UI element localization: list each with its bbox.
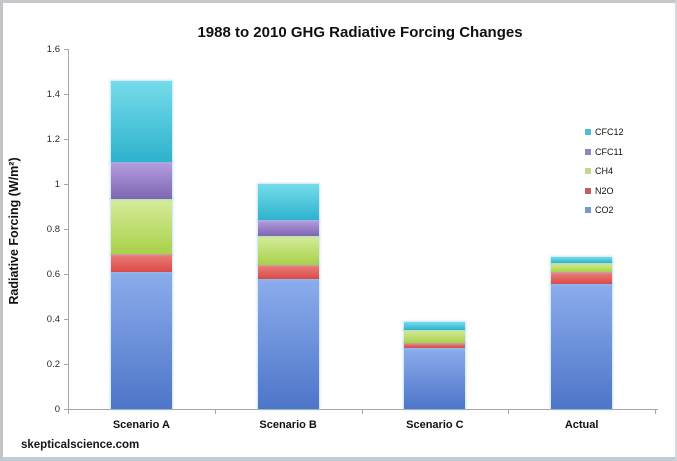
y-axis-label: Radiative Forcing (W/m²) (7, 157, 21, 305)
y-tick-label: 0.8 (46, 224, 60, 235)
bar-segment-scenario-b-cfc12 (257, 184, 319, 220)
y-tick-label: 1 (54, 179, 60, 190)
legend-label-ch4: CH4 (595, 166, 614, 177)
legend-swatch-cfc12 (585, 129, 591, 135)
bar-segment-scenario-c-co2 (404, 348, 466, 409)
y-tick-label: 0 (54, 404, 60, 415)
bar-segment-scenario-b-cfc11 (257, 220, 319, 236)
legend-swatch-ch4 (585, 168, 591, 175)
watermark-skepticalscience: skepticalscience.com (21, 439, 140, 451)
x-category-label-scenario-b: Scenario B (259, 419, 317, 431)
bar-segment-scenario-a-cfc11 (110, 161, 172, 199)
legend-swatch-cfc11 (585, 148, 591, 155)
bar-segment-actual-co2 (551, 284, 613, 409)
bar-segment-scenario-a-ch4 (110, 198, 172, 254)
y-tick-mark (64, 94, 68, 95)
bar-segment-actual-ch4 (551, 263, 613, 273)
y-tick-label: 1.4 (46, 89, 60, 100)
legend-item-cfc11: CFC11 (585, 146, 623, 158)
x-category-label-scenario-a: Scenario A (112, 419, 170, 431)
x-category-label-scenario-c: Scenario C (406, 419, 464, 431)
bar-segment-scenario-a-n2o (110, 253, 172, 272)
x-tick-mark (655, 410, 656, 414)
y-tick-mark (64, 229, 68, 230)
y-axis-line (68, 49, 69, 410)
y-tick-mark (64, 274, 68, 275)
legend-label-cfc11: CFC11 (595, 146, 623, 157)
bar-segment-scenario-a-cfc12 (110, 80, 172, 162)
legend-item-cfc12: CFC12 (585, 126, 624, 138)
legend-label-n2o: N2O (595, 185, 614, 196)
bar-segment-scenario-a-co2 (110, 271, 172, 409)
bar-segment-actual-n2o (551, 272, 613, 285)
bar-segment-scenario-b-ch4 (257, 235, 319, 265)
legend-item-n2o: N2O (585, 185, 614, 197)
legend-label-co2: CO2 (595, 205, 614, 216)
y-tick-label: 1.6 (46, 44, 60, 55)
x-axis-line (68, 409, 658, 410)
legend-swatch-n2o (585, 187, 591, 194)
x-tick-mark (214, 410, 216, 414)
y-tick-mark (64, 139, 68, 140)
bar-segment-scenario-b-n2o (257, 265, 319, 279)
legend-item-co2: CO2 (585, 204, 614, 216)
x-tick-mark (68, 410, 69, 414)
bar-segment-scenario-b-co2 (257, 278, 319, 409)
bar-segment-actual-cfc12 (551, 257, 613, 264)
y-tick-label: 0.6 (46, 269, 60, 280)
y-tick-mark (64, 319, 68, 320)
x-tick-mark (361, 410, 363, 414)
y-tick-label: 1.2 (46, 134, 60, 145)
chart-title: 1988 to 2010 GHG Radiative Forcing Chang… (197, 24, 523, 41)
x-category-label-actual: Actual (564, 419, 599, 431)
x-tick-mark (508, 410, 510, 414)
y-tick-label: 0.4 (46, 314, 60, 325)
y-tick-label: 0.2 (46, 359, 60, 370)
y-tick-mark (64, 409, 68, 410)
legend-item-ch4: CH4 (585, 165, 613, 177)
y-tick-mark (64, 49, 68, 50)
bar-segment-scenario-c-ch4 (404, 330, 466, 343)
y-tick-mark (64, 184, 68, 185)
y-tick-mark (64, 364, 68, 365)
legend-label-cfc12: CFC12 (595, 127, 624, 137)
bar-segment-scenario-c-n2o (404, 342, 466, 349)
legend-swatch-co2 (585, 207, 591, 214)
bar-segment-scenario-c-cfc12 (404, 321, 466, 331)
